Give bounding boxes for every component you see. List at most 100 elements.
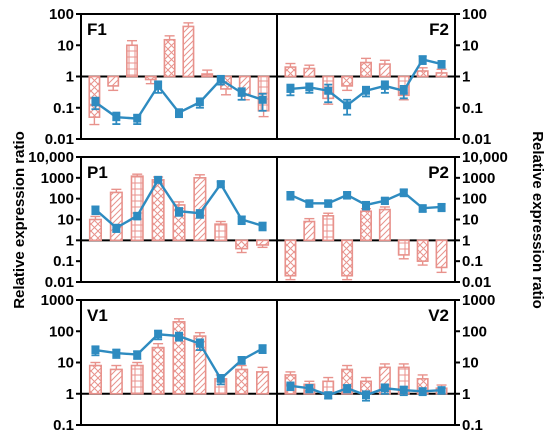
bar — [435, 72, 448, 78]
bar — [126, 44, 138, 78]
tick-label: 0.01 — [45, 274, 74, 291]
line-point — [258, 95, 267, 104]
bar — [201, 73, 214, 78]
line-point — [437, 386, 446, 395]
line-point — [362, 86, 370, 95]
tick-label: 1 — [66, 386, 74, 403]
tick-label: 100 — [49, 191, 74, 208]
tick-label: 100 — [49, 323, 74, 340]
bar — [256, 239, 270, 246]
bar — [416, 70, 429, 78]
line-point — [195, 209, 204, 218]
line-point — [380, 196, 389, 205]
tick-label: 1 — [66, 232, 74, 249]
bar — [109, 191, 123, 242]
bar — [341, 239, 354, 277]
tick-label: 10 — [57, 37, 74, 54]
tick-label: 100 — [462, 6, 487, 23]
line-point — [237, 356, 246, 365]
line-point — [237, 215, 246, 224]
line-point — [195, 339, 204, 348]
bar — [235, 368, 249, 395]
tick-label: 10,000 — [28, 149, 74, 166]
bar — [151, 346, 165, 395]
line-point — [380, 81, 389, 90]
line-point — [112, 349, 121, 358]
line-point — [399, 86, 408, 95]
bar — [130, 364, 144, 395]
y-axis-label-right: Relative expression ratio — [529, 131, 546, 309]
line-point — [154, 81, 163, 90]
tick-label: 10 — [57, 212, 74, 229]
tick-label: 0.1 — [53, 253, 74, 270]
y-axis-label-left: Relative expression ratio — [11, 131, 28, 309]
bar — [88, 364, 102, 395]
line-point — [362, 200, 370, 209]
line-point — [133, 211, 142, 220]
line-point — [216, 180, 225, 189]
line-point — [305, 384, 314, 393]
panel-F2: 0.01 0.1 1 10 100 F2 — [276, 6, 491, 148]
line-point — [324, 391, 333, 400]
line-point — [91, 205, 100, 214]
panel-label: P2 — [428, 163, 449, 182]
tick-label: 10 — [462, 355, 479, 372]
line-point — [258, 344, 267, 353]
line-point — [175, 207, 183, 216]
line-point — [286, 381, 295, 390]
bar — [360, 61, 372, 78]
panel-label: F2 — [429, 20, 449, 39]
bar — [88, 218, 102, 242]
tick-label: 0.01 — [45, 131, 74, 148]
tick-label: 10 — [57, 355, 74, 372]
line-point — [418, 55, 427, 64]
tick-label: 0.1 — [462, 417, 483, 434]
line-point — [380, 384, 389, 393]
line-point — [258, 221, 267, 230]
bar — [397, 239, 410, 256]
tick-label: 1 — [462, 69, 470, 86]
tick-label: 10 — [462, 37, 479, 54]
panel-label: P1 — [87, 163, 108, 182]
tick-label: 0.1 — [462, 253, 483, 270]
tick-label: 1000 — [41, 292, 74, 309]
tick-label: 1 — [462, 386, 470, 403]
line-point — [324, 199, 333, 208]
bar — [435, 239, 448, 269]
line-point — [305, 199, 314, 208]
line-point — [91, 346, 100, 355]
bar — [360, 210, 372, 242]
bar — [378, 63, 391, 78]
line-point — [437, 202, 446, 211]
bar — [235, 239, 249, 250]
panel-label: V1 — [87, 306, 108, 325]
bar — [107, 75, 120, 87]
line-point — [399, 386, 408, 395]
line-point — [154, 175, 163, 184]
line-point — [133, 114, 142, 123]
bar — [214, 223, 228, 242]
line-point — [175, 108, 183, 117]
tick-label: 10,000 — [462, 149, 508, 166]
tick-label: 1 — [66, 69, 74, 86]
tick-label: 1000 — [462, 292, 495, 309]
line-point — [175, 332, 183, 341]
bar — [416, 239, 429, 262]
line-point — [286, 190, 295, 199]
panel-label: F1 — [87, 20, 107, 39]
tick-label: 100 — [462, 323, 487, 340]
bar — [163, 38, 176, 78]
tick-label: 100 — [462, 191, 487, 208]
line-point — [418, 387, 427, 396]
bar — [256, 371, 270, 395]
tick-label: 1000 — [462, 170, 495, 187]
line-point — [133, 350, 142, 359]
tick-label: 0.1 — [462, 100, 483, 117]
line-point — [399, 188, 408, 197]
bar — [341, 75, 354, 87]
panels-group: 0.010.1110100F10.010.1110100F20.010.1110… — [28, 6, 508, 434]
line-point — [216, 75, 225, 84]
line-point — [237, 88, 246, 97]
line-point — [216, 374, 225, 383]
